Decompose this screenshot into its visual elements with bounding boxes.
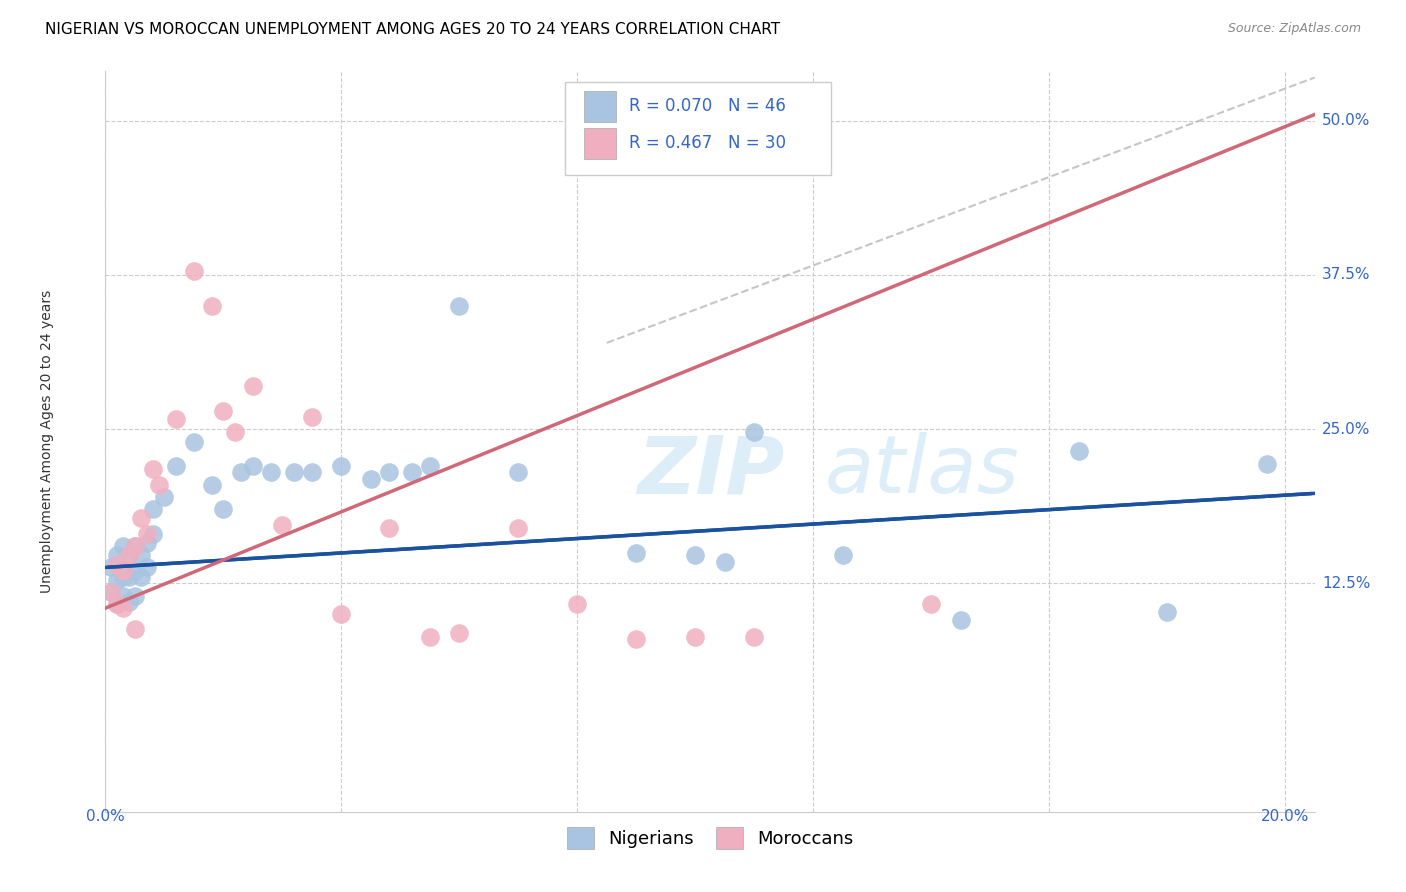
Text: Source: ZipAtlas.com: Source: ZipAtlas.com: [1227, 22, 1361, 36]
Point: [831, 548, 853, 562]
Point: [105, 598, 128, 612]
Point: [153, 490, 176, 504]
Point: [330, 607, 353, 622]
FancyBboxPatch shape: [585, 128, 616, 159]
Point: [135, 535, 157, 549]
Point: [949, 614, 972, 628]
Point: [112, 589, 135, 603]
Point: [920, 598, 942, 612]
Text: R = 0.467   N = 30: R = 0.467 N = 30: [628, 134, 786, 153]
Point: [118, 570, 141, 584]
Point: [685, 548, 707, 562]
Point: [124, 564, 146, 578]
Point: [212, 403, 235, 417]
Point: [330, 459, 353, 474]
Point: [742, 630, 765, 644]
Point: [201, 299, 224, 313]
Point: [129, 548, 152, 562]
Point: [129, 570, 152, 584]
Point: [165, 412, 187, 426]
Point: [1256, 457, 1278, 471]
Point: [1156, 605, 1178, 619]
Point: [301, 409, 323, 424]
Point: [165, 459, 187, 474]
Point: [142, 461, 165, 475]
Point: [419, 459, 441, 474]
Text: 0.0%: 0.0%: [86, 809, 125, 824]
Point: [567, 598, 589, 612]
Text: R = 0.070   N = 46: R = 0.070 N = 46: [628, 97, 786, 115]
Point: [360, 472, 382, 486]
Point: [135, 560, 157, 574]
Text: NIGERIAN VS MOROCCAN UNEMPLOYMENT AMONG AGES 20 TO 24 YEARS CORRELATION CHART: NIGERIAN VS MOROCCAN UNEMPLOYMENT AMONG …: [45, 22, 780, 37]
Point: [183, 434, 205, 449]
Text: 12.5%: 12.5%: [1322, 576, 1371, 591]
Point: [229, 466, 252, 480]
Point: [419, 630, 441, 644]
Point: [105, 573, 128, 587]
Point: [118, 548, 141, 562]
Point: [124, 622, 146, 636]
Point: [100, 560, 122, 574]
FancyBboxPatch shape: [565, 82, 831, 175]
Point: [508, 466, 530, 480]
Point: [100, 585, 122, 599]
Point: [142, 502, 165, 516]
Point: [112, 570, 135, 584]
Point: [142, 527, 165, 541]
Text: 25.0%: 25.0%: [1322, 422, 1371, 437]
Point: [449, 299, 471, 313]
Point: [283, 466, 305, 480]
Point: [449, 625, 471, 640]
Point: [242, 459, 264, 474]
Point: [301, 466, 323, 480]
Point: [377, 466, 399, 480]
Point: [124, 540, 146, 554]
Legend: Nigerians, Moroccans: Nigerians, Moroccans: [558, 818, 862, 858]
FancyBboxPatch shape: [585, 91, 616, 121]
Point: [242, 379, 264, 393]
Point: [124, 540, 146, 554]
Text: ZIP: ZIP: [637, 432, 785, 510]
Point: [377, 521, 399, 535]
Point: [124, 589, 146, 603]
Text: 37.5%: 37.5%: [1322, 268, 1371, 283]
Point: [105, 598, 128, 612]
Point: [212, 502, 235, 516]
Point: [271, 518, 294, 533]
Point: [685, 630, 707, 644]
Point: [100, 585, 122, 599]
Point: [201, 477, 224, 491]
Point: [259, 466, 281, 480]
Point: [713, 556, 735, 570]
Point: [508, 521, 530, 535]
Text: Unemployment Among Ages 20 to 24 years: Unemployment Among Ages 20 to 24 years: [41, 290, 55, 593]
Point: [401, 466, 423, 480]
Point: [112, 540, 135, 554]
Point: [742, 425, 765, 439]
Point: [1067, 444, 1090, 458]
Point: [224, 425, 246, 439]
Point: [135, 527, 157, 541]
Point: [112, 564, 135, 578]
Point: [105, 548, 128, 562]
Point: [129, 511, 152, 525]
Point: [183, 264, 205, 278]
Text: 20.0%: 20.0%: [1261, 809, 1309, 824]
Text: 50.0%: 50.0%: [1322, 113, 1371, 128]
Point: [626, 546, 648, 560]
Text: atlas: atlas: [825, 432, 1019, 510]
Point: [105, 558, 128, 572]
Point: [626, 632, 648, 646]
Point: [112, 601, 135, 615]
Point: [118, 548, 141, 562]
Point: [118, 595, 141, 609]
Point: [148, 477, 170, 491]
